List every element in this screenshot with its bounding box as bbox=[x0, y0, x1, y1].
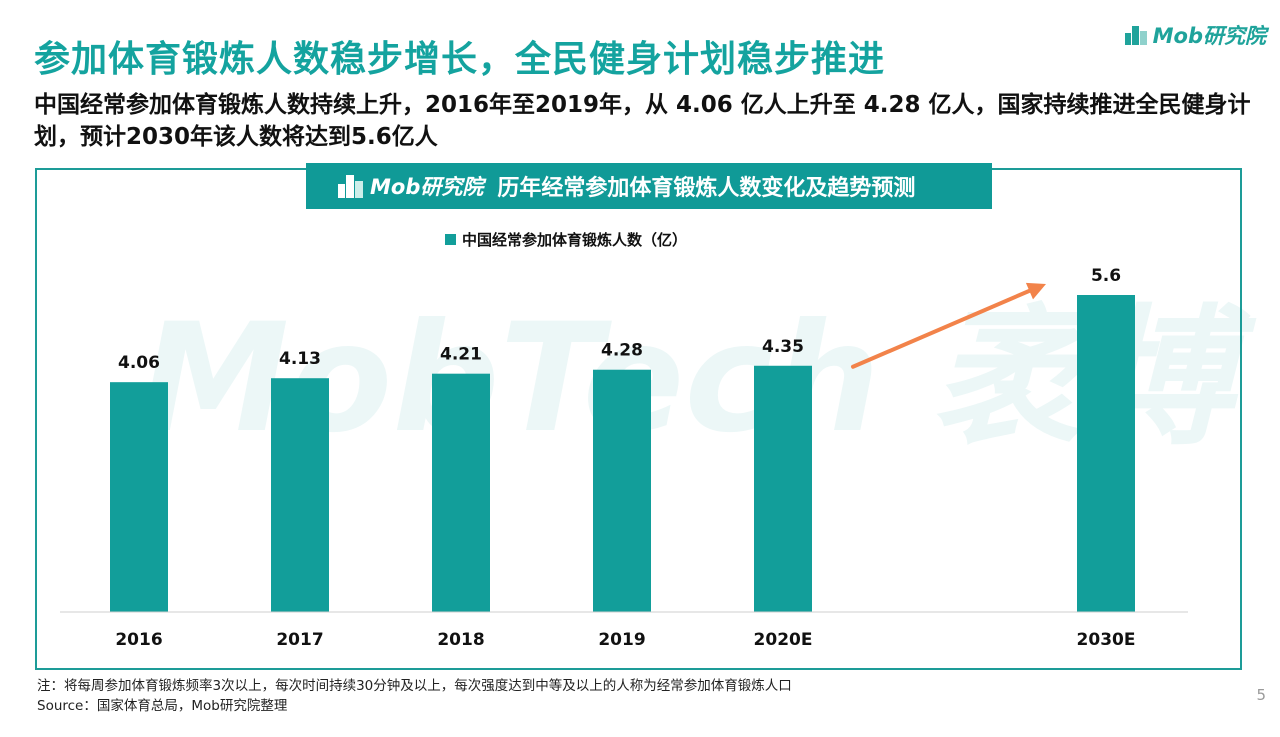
footnote-source: Source：国家体育总局，Mob研究院整理 bbox=[37, 698, 288, 714]
trend-arrow-line bbox=[851, 286, 1038, 369]
brand-logo: Mob研究院 bbox=[1123, 20, 1266, 50]
data-label-2017: 4.13 bbox=[279, 349, 321, 369]
bar-2016 bbox=[110, 382, 168, 612]
x-tick-2020E: 2020E bbox=[754, 630, 813, 650]
page-number: 5 bbox=[1256, 686, 1266, 704]
bar-2017 bbox=[271, 378, 329, 612]
bar-2018 bbox=[432, 373, 490, 612]
footnote: 注：将每周参加体育锻炼频率3次以上，每次时间持续30分钟及以上，每次强度达到中等… bbox=[37, 676, 792, 716]
brand-name: Mob研究院 bbox=[1152, 24, 1266, 48]
chart-title: 历年经常参加体育锻炼人数变化及趋势预测 bbox=[497, 176, 916, 201]
bar-2019 bbox=[593, 369, 651, 612]
trend-arrow-head-icon bbox=[1025, 282, 1046, 300]
x-tick-2019: 2019 bbox=[598, 630, 645, 650]
data-label-2030E: 5.6 bbox=[1091, 266, 1121, 286]
data-label-2018: 4.21 bbox=[440, 345, 482, 365]
page-title: 参加体育锻炼人数稳步增长，全民健身计划稳步推进 bbox=[34, 39, 886, 80]
x-tick-2016: 2016 bbox=[115, 630, 162, 650]
x-tick-2018: 2018 bbox=[437, 630, 484, 650]
chart-header-brand: Mob研究院 bbox=[370, 175, 484, 199]
legend-swatch bbox=[445, 234, 456, 245]
building-logo-icon bbox=[1124, 26, 1147, 45]
bar-2020E bbox=[754, 365, 812, 612]
page-subtitle: 中国经常参加体育锻炼人数持续上升，2016年至2019年，从 4.06 亿人上升… bbox=[34, 92, 1251, 150]
legend-label: 中国经常参加体育锻炼人数（亿） bbox=[462, 231, 687, 249]
chart-header-logo: Mob研究院 bbox=[336, 171, 483, 201]
chart-header: Mob研究院 历年经常参加体育锻炼人数变化及趋势预测 bbox=[306, 163, 992, 209]
x-tick-2030E: 2030E bbox=[1077, 630, 1136, 650]
data-label-2016: 4.06 bbox=[118, 353, 160, 373]
x-tick-2017: 2017 bbox=[276, 630, 323, 650]
data-label-2019: 4.28 bbox=[601, 341, 643, 361]
data-label-2020E: 4.35 bbox=[762, 337, 804, 357]
bar-2030E bbox=[1077, 295, 1135, 612]
building-logo-icon bbox=[338, 175, 363, 198]
footnote-note: 注：将每周参加体育锻炼频率3次以上，每次时间持续30分钟及以上，每次强度达到中等… bbox=[37, 678, 792, 694]
